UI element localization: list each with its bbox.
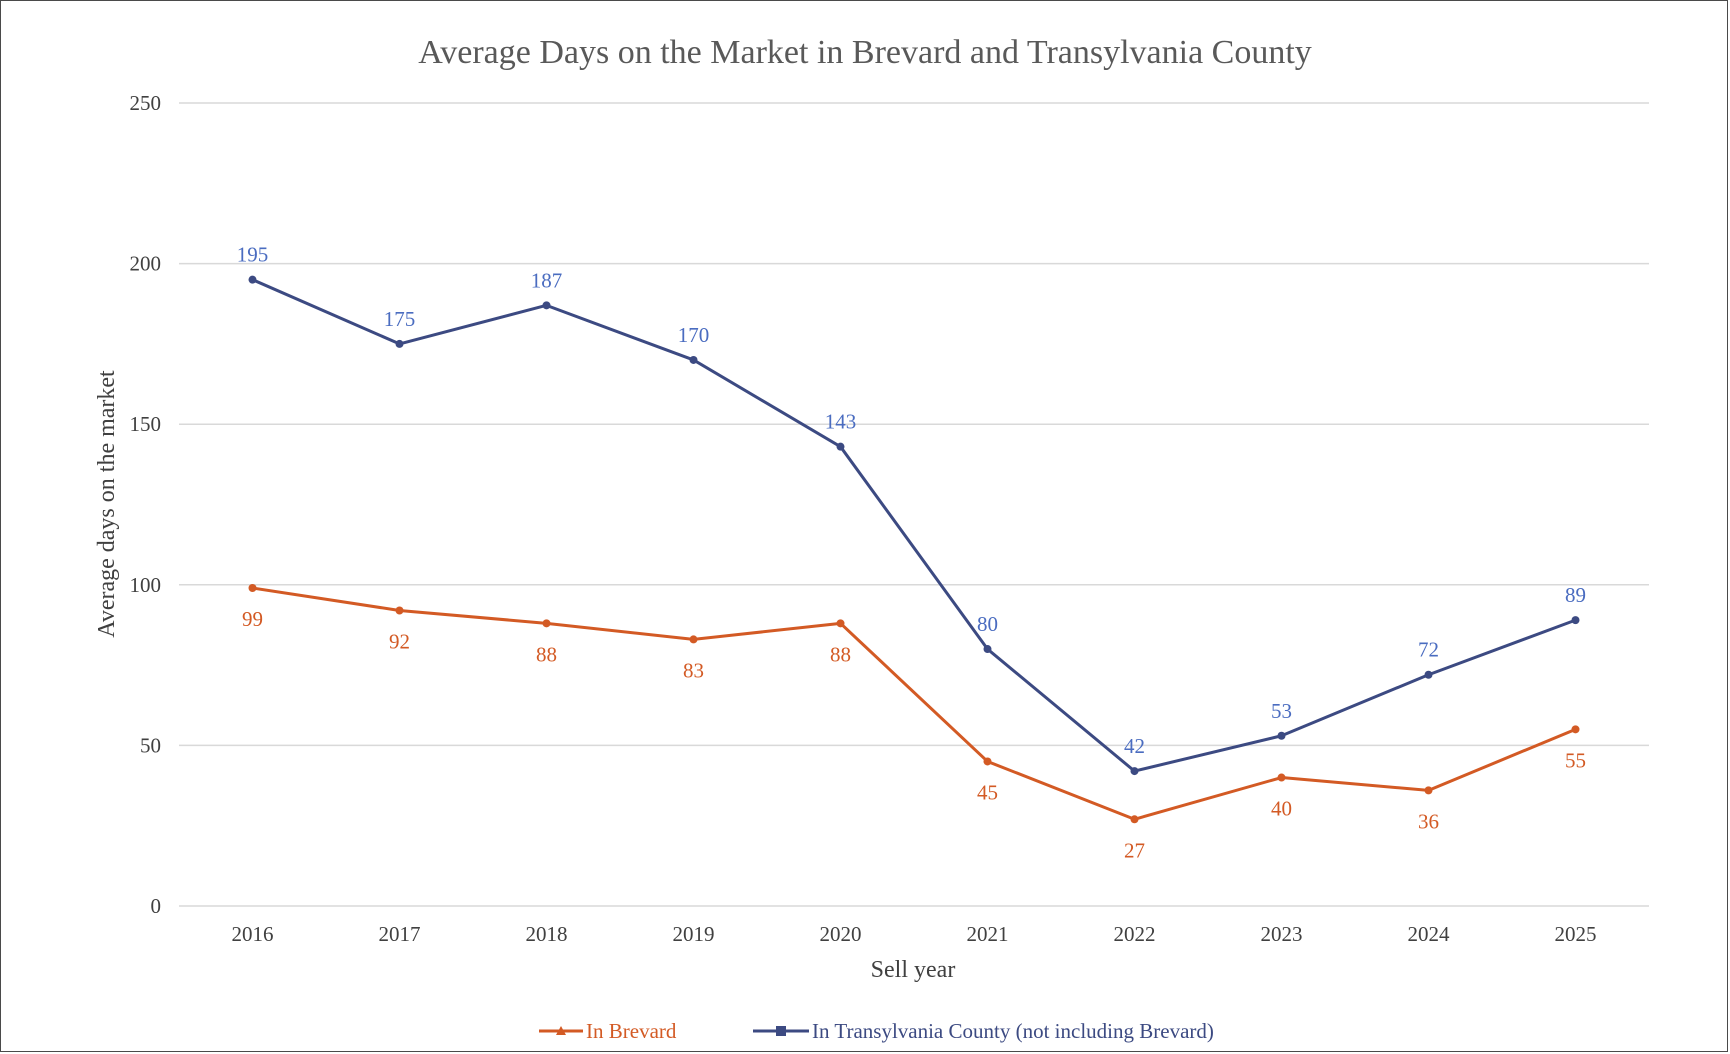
data-label: 27 <box>1124 838 1145 862</box>
x-tick-label: 2023 <box>1261 922 1303 946</box>
x-axis-ticks: 2016 2017 2018 2019 2020 2021 2022 2023 2024 2025 <box>232 922 1597 946</box>
y-tick-label: 0 <box>151 894 162 918</box>
data-point <box>836 619 845 628</box>
data-label: 88 <box>536 642 557 666</box>
data-label: 187 <box>531 268 563 292</box>
legend: In Brevard In Transylvania County (not in… <box>539 1019 1214 1043</box>
data-point <box>983 645 992 654</box>
data-point <box>1571 616 1580 625</box>
gridlines <box>179 102 1649 907</box>
y-tick-label: 200 <box>130 252 162 276</box>
data-label: 170 <box>678 323 710 347</box>
data-point <box>542 301 551 310</box>
y-axis-ticks: 0 50 100 150 200 250 <box>130 91 162 918</box>
data-point <box>1277 731 1286 740</box>
data-label: 99 <box>242 607 263 631</box>
x-tick-label: 2024 <box>1408 922 1451 946</box>
data-point <box>689 355 698 364</box>
data-labels: 99 92 88 83 88 45 27 40 36 55 195 175 187 170 143 80 42 5… <box>237 243 1586 863</box>
data-label: 89 <box>1565 583 1586 607</box>
series-lines <box>248 275 1580 824</box>
data-label: 92 <box>389 629 410 653</box>
y-tick-label: 100 <box>130 573 162 597</box>
legend-entry-label: In Brevard <box>586 1019 677 1043</box>
x-tick-label: 2019 <box>673 922 715 946</box>
data-label: 55 <box>1565 748 1586 772</box>
data-point <box>1130 815 1139 824</box>
data-label: 175 <box>384 307 416 331</box>
y-tick-label: 150 <box>130 412 162 436</box>
y-axis-title: Average days on the market <box>94 370 120 638</box>
series-line-0 <box>252 586 1577 821</box>
data-label: 88 <box>830 642 851 666</box>
data-point <box>542 619 551 628</box>
data-label: 83 <box>683 658 704 682</box>
series-line-1 <box>251 278 1577 773</box>
data-point <box>1571 725 1580 734</box>
legend-marker <box>556 1026 566 1035</box>
x-tick-label: 2018 <box>526 922 568 946</box>
data-label: 40 <box>1271 797 1292 821</box>
data-point <box>689 635 698 644</box>
x-tick-label: 2016 <box>232 922 274 946</box>
data-point <box>836 442 845 451</box>
data-label: 53 <box>1271 699 1292 723</box>
x-tick-label: 2020 <box>820 922 862 946</box>
data-point <box>395 606 404 615</box>
data-label: 45 <box>977 780 998 804</box>
data-point <box>395 339 404 348</box>
data-point <box>1424 670 1433 679</box>
y-tick-label: 50 <box>140 733 161 757</box>
data-label: 80 <box>977 612 998 636</box>
data-label: 36 <box>1418 809 1439 833</box>
data-point <box>983 757 992 766</box>
y-tick-label: 250 <box>130 91 162 115</box>
chart-title: Average Days on the Market in Brevard an… <box>418 34 1312 71</box>
data-label: 42 <box>1124 734 1145 758</box>
legend-entry-label: In Transylvania County (not including Br… <box>812 1019 1214 1043</box>
data-point <box>248 275 257 284</box>
x-tick-label: 2017 <box>379 922 421 946</box>
data-point <box>1424 786 1433 795</box>
data-label: 195 <box>237 243 269 267</box>
x-tick-label: 2025 <box>1555 922 1597 946</box>
legend-marker <box>776 1026 786 1036</box>
x-tick-label: 2021 <box>967 922 1009 946</box>
data-label: 72 <box>1418 638 1439 662</box>
data-point <box>1130 767 1139 776</box>
x-tick-label: 2022 <box>1114 922 1156 946</box>
data-point <box>1277 773 1286 782</box>
data-point <box>248 584 257 593</box>
x-axis-title: Sell year <box>871 957 956 983</box>
data-label: 143 <box>825 410 857 434</box>
